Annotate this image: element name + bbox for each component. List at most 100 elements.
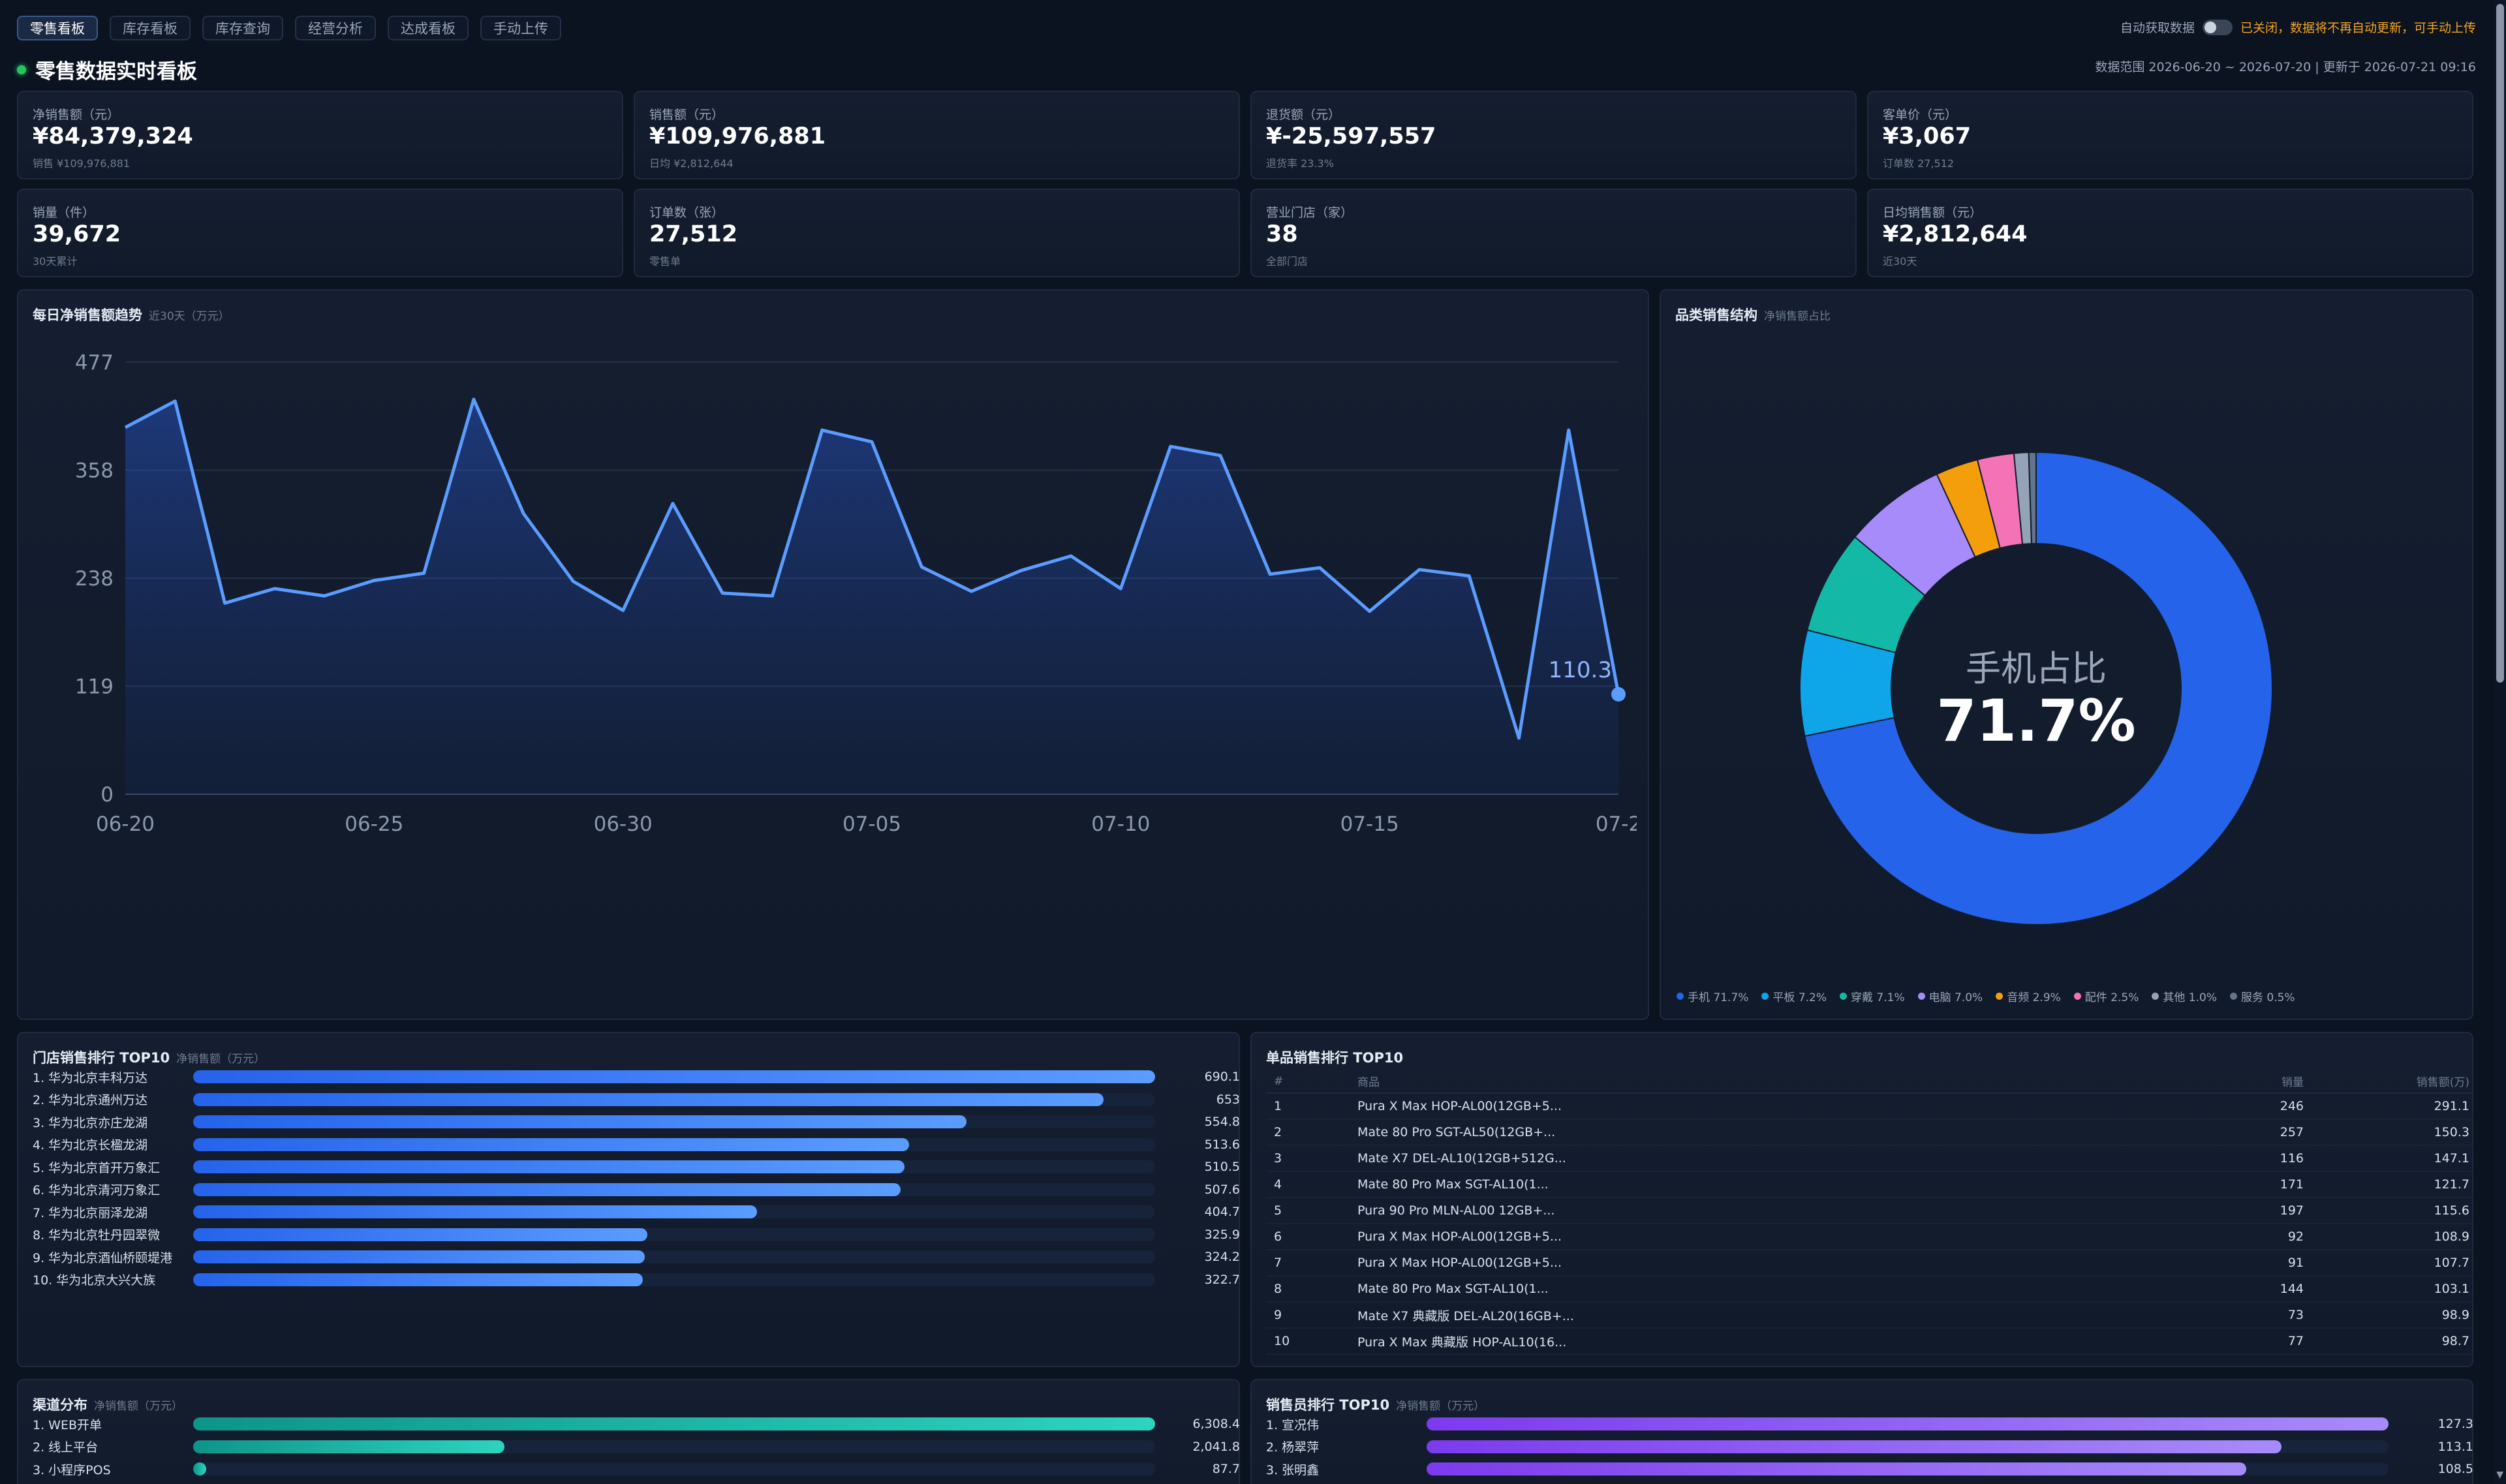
cell-product: Pura X Max HOP-AL00(12GB+5... bbox=[1357, 1224, 2141, 1250]
rank-bar-track bbox=[193, 1160, 1155, 1173]
donut-slice-服务[interactable] bbox=[2028, 451, 2037, 545]
cell-amount: 103.1 bbox=[2304, 1276, 2473, 1303]
rank-bar-track bbox=[193, 1070, 1155, 1083]
product-rank-panel: 单品销售排行 TOP10 # 商品 销量 销售额(万) 1 Pura X Max … bbox=[1250, 1032, 2473, 1367]
kpi-sub: 30天累计 bbox=[33, 255, 78, 268]
rank-row: 7. 华为北京丽泽龙湖 404.7 bbox=[33, 1201, 1240, 1223]
legend-item[interactable]: 手机 71.7% bbox=[1677, 988, 1748, 1004]
rank-name: 2. 华为北京通州万达 bbox=[33, 1093, 148, 1107]
kpi-order-count: 订单数（张） 27,512 零售单 bbox=[634, 189, 1240, 277]
rank-bar-track bbox=[193, 1092, 1155, 1106]
legend-item[interactable]: 电脑 7.0% bbox=[1917, 988, 1983, 1004]
rank-bar bbox=[193, 1417, 1155, 1430]
kpi-label: 营业门店（家） bbox=[1266, 206, 1354, 220]
table-row[interactable]: 10 Pura X Max 典藏版 HOP-AL10(16... 77 98.7 bbox=[1266, 1328, 2473, 1355]
legend-item[interactable]: 音频 2.9% bbox=[1996, 988, 2061, 1004]
rank-bar-track bbox=[193, 1462, 1155, 1476]
cell-index: 10 bbox=[1266, 1328, 1357, 1355]
tab-business-analysis[interactable]: 经营分析 bbox=[295, 16, 376, 40]
cell-amount: 98.7 bbox=[2304, 1328, 2473, 1355]
channel-title: 渠道分布 净销售额（万元） bbox=[33, 1395, 183, 1414]
rank-row: 5. 华为北京首开万象汇 510.5 bbox=[33, 1156, 1240, 1178]
cell-amount: 291.1 bbox=[2304, 1093, 2473, 1120]
cell-index: 3 bbox=[1266, 1145, 1357, 1172]
rank-bar bbox=[193, 1462, 207, 1476]
kpi-label: 退货额（元） bbox=[1266, 108, 1341, 122]
cell-index: 8 bbox=[1266, 1276, 1357, 1303]
category-legend: 手机 71.7% 平板 7.2% 穿戴 7.1% 电脑 7.0% 音频 2.9% 配件 2… bbox=[1677, 988, 2295, 1004]
page-title-text: 零售数据实时看板 bbox=[35, 60, 197, 84]
page-scrollbar-thumb[interactable] bbox=[2496, 4, 2504, 683]
legend-swatch-icon bbox=[2229, 993, 2237, 1000]
channel-subtitle: 净销售额（万元） bbox=[94, 1400, 183, 1413]
donut-center-label: 手机占比 bbox=[1966, 648, 2107, 689]
tab-retail-board[interactable]: 零售看板 bbox=[17, 16, 98, 40]
rank-row: 1. 宣况伟 127.3 bbox=[1266, 1413, 2473, 1435]
category-title-text: 品类销售结构 bbox=[1675, 307, 1757, 323]
rank-name: 1. 华为北京丰科万达 bbox=[33, 1070, 148, 1085]
rank-bar bbox=[193, 1250, 645, 1263]
legend-swatch-icon bbox=[1996, 993, 2003, 1000]
sales-rank-title-text: 销售员排行 TOP10 bbox=[1266, 1397, 1390, 1413]
rank-name: 2. 杨翠萍 bbox=[1266, 1440, 1320, 1455]
legend-item[interactable]: 穿戴 7.1% bbox=[1840, 988, 1905, 1004]
cell-qty: 257 bbox=[2141, 1119, 2304, 1146]
cell-amount: 98.9 bbox=[2304, 1302, 2473, 1329]
rank-name: 6. 华为北京清河万象汇 bbox=[33, 1183, 161, 1198]
donut-center-value: 71.7% bbox=[1936, 687, 2135, 754]
kpi-returns: 退货额（元） ¥-25,597,557 退货率 23.3% bbox=[1250, 91, 1857, 179]
donut-slice-手机[interactable] bbox=[1804, 451, 2273, 925]
cell-index: 7 bbox=[1266, 1250, 1357, 1276]
table-row[interactable]: 3 Mate X7 DEL-AL10(12GB+512G... 116 147.1 bbox=[1266, 1145, 2473, 1172]
rank-row: 4. 华为北京长楹龙湖 513.6 bbox=[33, 1134, 1240, 1156]
kpi-sales: 销售额（元） ¥109,976,881 日均 ¥2,812,644 bbox=[634, 91, 1240, 179]
table-row[interactable]: 2 Mate 80 Pro SGT-AL50(12GB+... 257 150.3 bbox=[1266, 1119, 2473, 1146]
legend-item[interactable]: 其他 1.0% bbox=[2152, 988, 2217, 1004]
scroll-down-arrow-icon[interactable]: ▼ bbox=[2496, 1470, 2503, 1480]
rank-bar bbox=[193, 1137, 909, 1151]
kpi-sub: 订单数 27,512 bbox=[1883, 157, 1955, 170]
rank-row: 2. 华为北京通州万达 653 bbox=[33, 1089, 1240, 1111]
table-row[interactable]: 8 Mate 80 Pro Max SGT-AL10(1... 144 103.1 bbox=[1266, 1276, 2473, 1303]
tab-achievement-board[interactable]: 达成看板 bbox=[388, 16, 469, 40]
legend-swatch-icon bbox=[1840, 993, 1848, 1000]
cell-index: 6 bbox=[1266, 1224, 1357, 1250]
kpi-sub: 近30天 bbox=[1883, 255, 1917, 268]
rank-row: 3. 华为北京亦庄龙湖 554.8 bbox=[33, 1111, 1240, 1133]
table-row[interactable]: 7 Pura X Max HOP-AL00(12GB+5... 91 107.7 bbox=[1266, 1250, 2473, 1276]
table-row[interactable]: 9 Mate X7 典藏版 DEL-AL20(16GB+... 73 98.9 bbox=[1266, 1302, 2473, 1329]
legend-label: 穿戴 7.1% bbox=[1851, 991, 1905, 1004]
kpi-value: ¥2,812,644 bbox=[1883, 221, 2028, 247]
table-row[interactable]: 1 Pura X Max HOP-AL00(12GB+5... 246 291.1 bbox=[1266, 1093, 2473, 1120]
col-index: # bbox=[1266, 1070, 1357, 1094]
rank-row: 9. 华为北京酒仙桥颐堤港 324.2 bbox=[33, 1246, 1240, 1268]
rank-name: 3. 张明鑫 bbox=[1266, 1462, 1320, 1477]
x-tick-label: 07-15 bbox=[1340, 812, 1399, 836]
table-row[interactable]: 4 Mate 80 Pro Max SGT-AL10(1... 171 121.7 bbox=[1266, 1171, 2473, 1198]
legend-item[interactable]: 服务 0.5% bbox=[2229, 988, 2295, 1004]
rank-row: 10. 华为北京大兴大族 322.7 bbox=[33, 1269, 1240, 1291]
legend-item[interactable]: 配件 2.5% bbox=[2073, 988, 2139, 1004]
rank-value: 322.7 bbox=[1204, 1272, 1240, 1287]
tab-manual-upload[interactable]: 手动上传 bbox=[480, 16, 561, 40]
legend-item[interactable]: 平板 7.2% bbox=[1761, 988, 1827, 1004]
table-row[interactable]: 5 Pura 90 Pro MLN-AL00 12GB+... 197 115.6 bbox=[1266, 1198, 2473, 1224]
rank-name: 2. 线上平台 bbox=[33, 1440, 99, 1455]
rank-bar-track bbox=[193, 1228, 1155, 1241]
cell-index: 1 bbox=[1266, 1093, 1357, 1120]
rank-value: 127.3 bbox=[2437, 1417, 2473, 1431]
legend-swatch-icon bbox=[2152, 993, 2159, 1000]
rank-value: 510.5 bbox=[1204, 1160, 1240, 1174]
rank-name: 1. 宣况伟 bbox=[1266, 1417, 1320, 1432]
x-tick-label: 06-25 bbox=[345, 812, 403, 836]
rank-bar bbox=[193, 1092, 1104, 1106]
tab-inventory-query[interactable]: 库存查询 bbox=[202, 16, 283, 40]
y-tick-label: 238 bbox=[75, 567, 114, 591]
auto-fetch-toggle[interactable] bbox=[2202, 19, 2233, 35]
cell-index: 2 bbox=[1266, 1119, 1357, 1146]
table-row[interactable]: 6 Pura X Max HOP-AL00(12GB+5... 92 108.9 bbox=[1266, 1224, 2473, 1250]
rank-name: 4. 华为北京长楹龙湖 bbox=[33, 1138, 148, 1152]
rank-name: 7. 华为北京丽泽龙湖 bbox=[33, 1205, 148, 1220]
tab-inventory-board[interactable]: 库存看板 bbox=[110, 16, 191, 40]
cell-qty: 246 bbox=[2141, 1093, 2304, 1120]
